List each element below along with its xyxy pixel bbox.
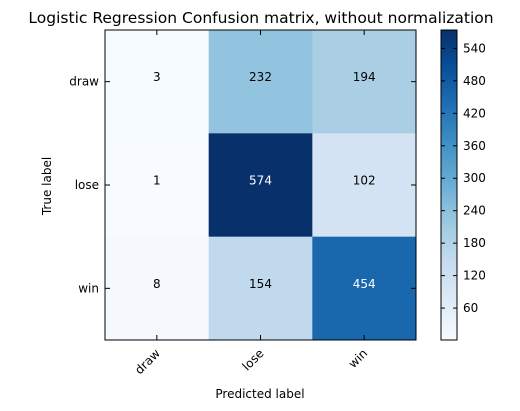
y-tick-label: win <box>78 281 99 295</box>
heatmap-cells: 3 232 194 1 574 102 8 154 454 <box>105 30 417 341</box>
cell-value-label: 1 <box>153 174 161 188</box>
colorbar-tick-label: 120 <box>463 269 486 283</box>
colorbar-tick-label: 420 <box>463 106 486 120</box>
colorbar-tick-label: 60 <box>463 301 478 315</box>
cell-value-label: 454 <box>353 277 376 291</box>
heatmap-cell <box>105 133 210 238</box>
heatmap-cell <box>208 30 313 134</box>
y-tick-label: lose <box>75 178 99 192</box>
cell-value-label: 232 <box>249 70 272 84</box>
chart-title: Logistic Regression Confusion matrix, wi… <box>28 9 493 27</box>
colorbar-tick-label: 540 <box>463 41 486 55</box>
colorbar-tick-label: 480 <box>463 74 486 88</box>
x-tick-label: lose <box>240 346 267 373</box>
heatmap-cell <box>105 30 210 134</box>
heatmap-cell <box>105 236 210 341</box>
x-axis-label: Predicted label <box>215 387 304 401</box>
cell-value-label: 154 <box>249 277 272 291</box>
cell-value-label: 102 <box>353 174 376 188</box>
colorbar-tick-label: 180 <box>463 236 486 250</box>
y-tick-label: draw <box>69 75 99 89</box>
x-tick-label: draw <box>132 346 163 377</box>
colorbar-tick-label: 300 <box>463 171 486 185</box>
heatmap-cell <box>208 133 313 238</box>
x-tick-label: win <box>346 346 371 371</box>
colorbar-tick-label: 240 <box>463 204 486 218</box>
cell-value-label: 3 <box>153 70 161 84</box>
colorbar-gradient <box>441 30 457 340</box>
heatmap-cell <box>312 236 417 341</box>
heatmap-cell <box>312 133 417 238</box>
heatmap-cell <box>208 236 313 341</box>
colorbar-frame <box>440 29 458 341</box>
colorbar: 60 120 180 240 300 360 420 480 540 <box>440 29 486 341</box>
cell-value-label: 8 <box>153 277 161 291</box>
cell-value-label: 574 <box>249 174 272 188</box>
cell-value-label: 194 <box>353 70 376 84</box>
heatmap-cell <box>312 30 417 134</box>
y-axis-label: True label <box>40 157 54 216</box>
colorbar-tick-label: 360 <box>463 139 486 153</box>
